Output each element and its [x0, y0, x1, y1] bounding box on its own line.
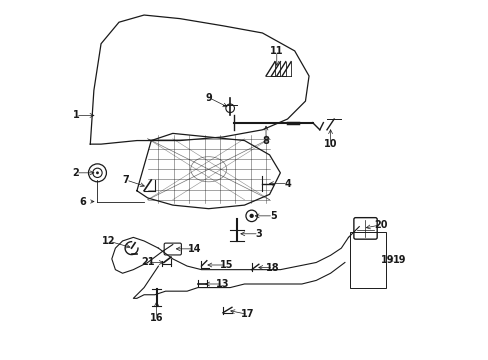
Text: 18: 18 [266, 262, 280, 273]
Text: 14: 14 [187, 244, 201, 254]
Bar [349, 232, 386, 288]
Text: 12: 12 [102, 236, 115, 246]
Text: 21: 21 [141, 257, 154, 267]
Text: 16: 16 [150, 313, 163, 323]
Text: 11: 11 [269, 46, 283, 56]
Circle shape [249, 214, 253, 218]
Text: 19: 19 [392, 255, 406, 265]
Text: 17: 17 [241, 310, 254, 319]
Text: 10: 10 [323, 139, 337, 149]
Text: 6: 6 [80, 197, 86, 207]
Text: 4: 4 [284, 179, 290, 189]
Text: 13: 13 [216, 279, 229, 289]
Text: 2: 2 [72, 168, 79, 178]
Text: 9: 9 [205, 93, 212, 103]
Text: 5: 5 [269, 211, 276, 221]
Text: 20: 20 [373, 220, 386, 230]
Circle shape [96, 171, 99, 174]
Text: 15: 15 [220, 260, 233, 270]
Text: 19: 19 [381, 255, 394, 265]
Text: 8: 8 [262, 136, 269, 145]
Text: 7: 7 [122, 175, 129, 185]
Text: 3: 3 [255, 229, 262, 239]
Text: 1: 1 [72, 111, 79, 121]
